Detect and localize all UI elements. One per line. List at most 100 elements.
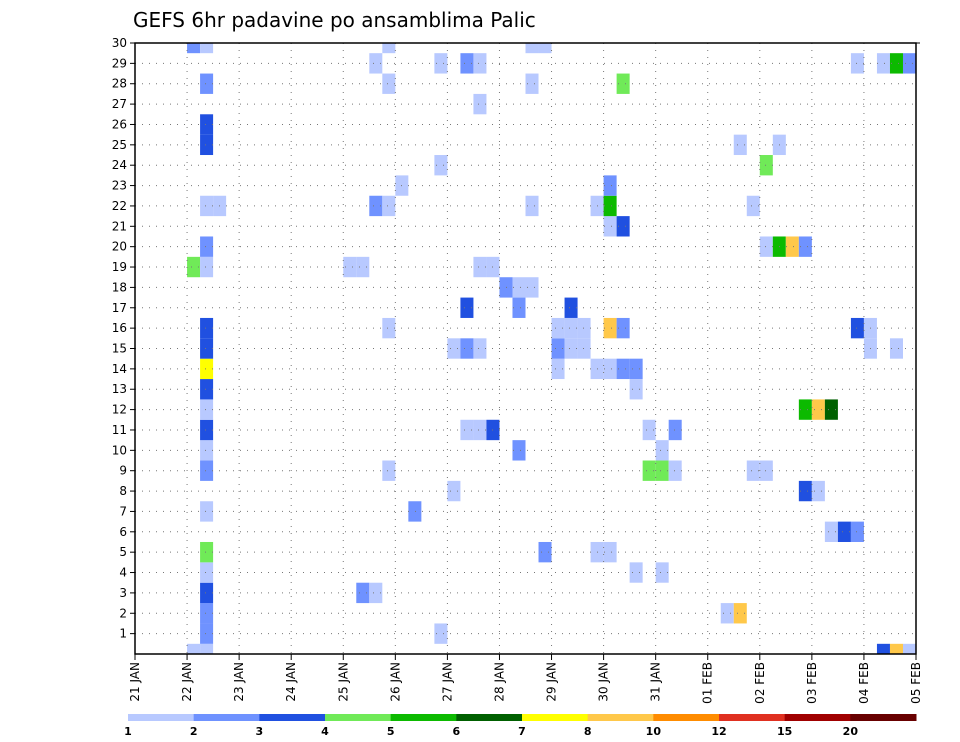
heatmap-cell	[408, 501, 422, 522]
heatmap-cell	[460, 53, 474, 74]
y-tick-label: 17	[112, 301, 127, 315]
y-tick-label: 20	[112, 240, 127, 254]
heatmap-cell	[889, 643, 903, 654]
y-tick-label: 2	[119, 606, 127, 620]
y-tick-label: 4	[119, 566, 127, 580]
y-tick-label: 3	[119, 586, 127, 600]
heatmap-cell	[655, 440, 669, 461]
colorbar-label: 4	[321, 725, 329, 738]
heatmap-cell	[200, 338, 214, 359]
x-tick-label: 29 JAN	[545, 662, 559, 702]
heatmap-cell	[642, 419, 656, 441]
y-tick-label: 7	[119, 504, 127, 518]
colorbar-label: 8	[584, 725, 592, 738]
heatmap-cell	[200, 43, 214, 54]
heatmap-cell	[200, 236, 214, 257]
heatmap-cell	[603, 358, 617, 380]
heatmap-cell	[616, 317, 630, 339]
heatmap-cell	[824, 521, 838, 542]
heatmap-cell	[629, 562, 643, 583]
heatmap-cell	[434, 155, 448, 176]
heatmap-cell	[382, 43, 396, 54]
colorbar-label: 3	[256, 725, 264, 738]
heatmap-cell	[434, 53, 448, 74]
heatmap-cell	[200, 440, 214, 461]
x-tick-label: 03 FEB	[805, 662, 819, 704]
y-tick-label: 23	[112, 179, 127, 193]
colorbar-segment	[325, 714, 392, 721]
heatmap-cell	[382, 195, 396, 217]
colorbar-segment	[193, 714, 260, 721]
x-tick-label: 22 JAN	[180, 662, 194, 702]
y-tick-label: 25	[112, 138, 127, 152]
heatmap-cell	[200, 603, 214, 624]
heatmap-cell	[902, 53, 916, 74]
colorbar-label: 15	[777, 725, 792, 738]
heatmap-cell	[655, 562, 669, 583]
heatmap-cell	[785, 236, 799, 257]
heatmap-cell	[616, 73, 630, 94]
y-tick-label: 30	[112, 36, 127, 50]
y-tick-label: 29	[112, 56, 127, 70]
y-tick-label: 24	[112, 158, 127, 172]
heatmap-cell	[369, 582, 383, 604]
colorbar-segment	[587, 714, 654, 721]
heatmap-cell	[447, 480, 461, 502]
colorbar: 1 2 3 4 5 6 7 8 10 12 15 20	[124, 714, 917, 738]
heatmap-cell	[902, 643, 916, 654]
heatmap-cell	[512, 297, 526, 318]
heatmap-cell	[655, 460, 669, 481]
heatmap-cell	[759, 236, 773, 257]
colorbar-label: 2	[190, 725, 198, 738]
y-tick-label: 14	[112, 362, 127, 376]
heatmap-cell	[837, 521, 851, 542]
x-axis: 21 JAN 22 JAN 23 JAN 24 JAN 25 JAN 26 JAN 27 J…	[128, 654, 923, 704]
heatmap-cell	[499, 277, 513, 298]
colorbar-segment	[128, 714, 195, 721]
x-tick-label: 28 JAN	[492, 662, 506, 702]
heatmap-cell	[356, 256, 370, 278]
x-tick-label: 04 FEB	[857, 662, 871, 704]
y-tick-label: 6	[119, 525, 127, 539]
heatmap-cell	[200, 317, 214, 339]
heatmap-cell	[850, 53, 864, 74]
colorbar-label: 6	[453, 725, 461, 738]
colorbar-segment	[456, 714, 523, 721]
heatmap-cell	[200, 582, 214, 604]
heatmap-cell	[460, 338, 474, 359]
heatmap-cell	[759, 460, 773, 481]
heatmap-cell	[811, 399, 825, 420]
colorbar-segment	[719, 714, 786, 721]
heatmap-cell	[551, 338, 565, 359]
heatmap-cell	[850, 521, 864, 542]
heatmap-cell	[603, 317, 617, 339]
heatmap-cell	[512, 440, 526, 461]
x-tick-label: 24 JAN	[284, 662, 298, 702]
heatmap-cell	[629, 379, 643, 400]
y-tick-label: 15	[112, 342, 127, 356]
heatmap-cell	[356, 582, 370, 604]
heatmap-cell	[382, 460, 396, 481]
heatmap-cell	[200, 460, 214, 481]
heatmap-cell	[603, 541, 617, 563]
y-tick-label: 1	[119, 627, 127, 641]
heatmap-cell	[200, 643, 214, 654]
y-tick-label: 28	[112, 77, 127, 91]
heatmap-cell	[200, 114, 214, 135]
heatmap-cell	[187, 643, 201, 654]
heatmap-cell	[538, 43, 552, 54]
heatmap-cell	[564, 297, 578, 318]
heatmap-cell	[369, 53, 383, 74]
heatmap-cell	[187, 43, 201, 54]
x-tick-label: 01 FEB	[701, 662, 715, 704]
y-tick-label: 26	[112, 117, 127, 131]
y-tick-label: 11	[112, 423, 127, 437]
y-tick-label: 9	[119, 464, 127, 478]
heatmap-cell	[460, 297, 474, 318]
heatmap-cell	[200, 256, 214, 278]
heatmap-cell	[798, 236, 812, 257]
heatmap-cell	[200, 399, 214, 420]
heatmap-cell	[525, 277, 539, 298]
heatmap-cell	[876, 643, 890, 654]
heatmap-cell	[200, 419, 214, 441]
